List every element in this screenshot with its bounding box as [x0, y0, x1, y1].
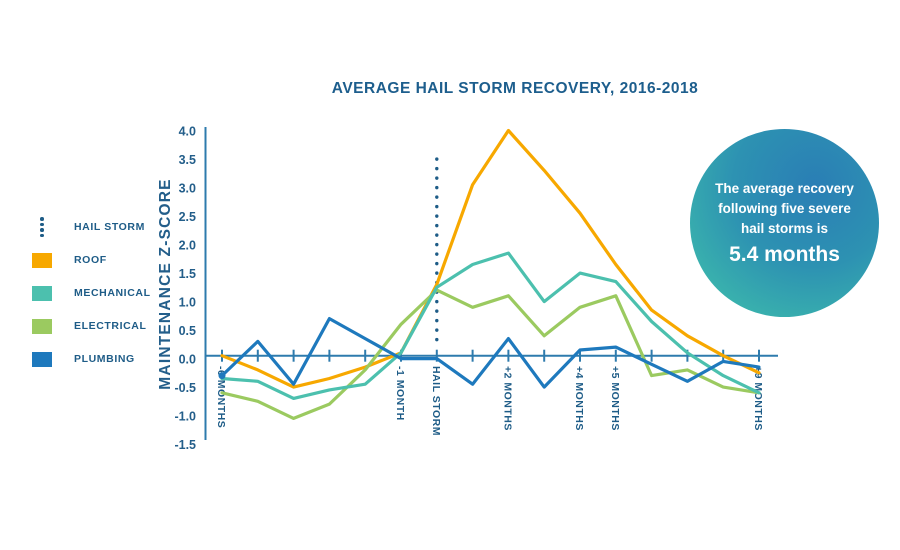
y-tick-label: 0.5 [179, 324, 196, 338]
legend-label: HAIL STORM [74, 221, 145, 233]
x-tick-label: -6 MONTHS [215, 366, 227, 428]
badge-recovery-value: 5.4 months [729, 243, 840, 266]
badge-text-line: The average recovery [715, 181, 854, 196]
badge-text-line: hail storms is [740, 221, 829, 236]
x-tick-label: +2 MONTHS [501, 366, 513, 431]
legend-item-plumbing: PLUMBING [32, 350, 151, 368]
y-tick-label: 3.0 [179, 182, 196, 196]
y-tick-label: -0.5 [174, 381, 196, 395]
x-tick-label: +4 MONTHS [573, 366, 585, 431]
series-line-plumbing [220, 317, 761, 389]
x-tick-label: HAIL STORM [430, 366, 442, 436]
series-start-dot-plumbing [218, 372, 226, 380]
series-line-mechanical [220, 251, 761, 400]
y-tick-label: 4.0 [179, 125, 196, 139]
electrical-color-swatch-icon [32, 318, 52, 334]
x-tick-label: -1 MONTH [394, 366, 406, 421]
legend-label: PLUMBING [74, 353, 135, 365]
y-tick-label: 2.5 [179, 210, 196, 224]
y-tick-label: 1.0 [179, 296, 196, 310]
mechanical-color-swatch-icon [32, 285, 52, 301]
legend-item-hail-storm: HAIL STORM [32, 217, 151, 237]
legend-label: MECHANICAL [74, 287, 151, 299]
hail-storm-dotted-line-icon [32, 217, 52, 237]
legend-item-mechanical: MECHANICAL [32, 284, 151, 302]
legend-item-electrical: ELECTRICAL [32, 317, 151, 335]
y-tick-label: -1.0 [174, 410, 196, 424]
badge-text-line: following five severe [718, 201, 851, 216]
plumbing-color-swatch-icon [32, 351, 52, 367]
x-tick-label: +9 MONTHS [752, 366, 764, 431]
summary-badge: The average recovery following five seve… [690, 129, 879, 317]
y-tick-label: 0.0 [179, 353, 196, 367]
legend-label: ELECTRICAL [74, 320, 147, 332]
x-tick-label: +5 MONTHS [609, 366, 621, 431]
y-axis-title: MAINTENANCE Z-SCORE [157, 178, 174, 389]
series-line-roof [220, 128, 761, 389]
series-line-electrical [220, 288, 761, 420]
roof-color-swatch-icon [32, 252, 52, 268]
y-tick-label: 1.5 [179, 267, 196, 281]
legend-item-roof: ROOF [32, 251, 151, 269]
chart-title: AVERAGE HAIL STORM RECOVERY, 2016-2018 [331, 80, 699, 97]
y-tick-label: -1.5 [174, 438, 196, 452]
y-tick-label: 3.5 [179, 153, 196, 167]
legend: HAIL STORM ROOF MECHANICAL ELECTRICAL PL… [32, 217, 151, 383]
legend-label: ROOF [74, 254, 107, 266]
y-tick-label: 2.0 [179, 239, 196, 253]
